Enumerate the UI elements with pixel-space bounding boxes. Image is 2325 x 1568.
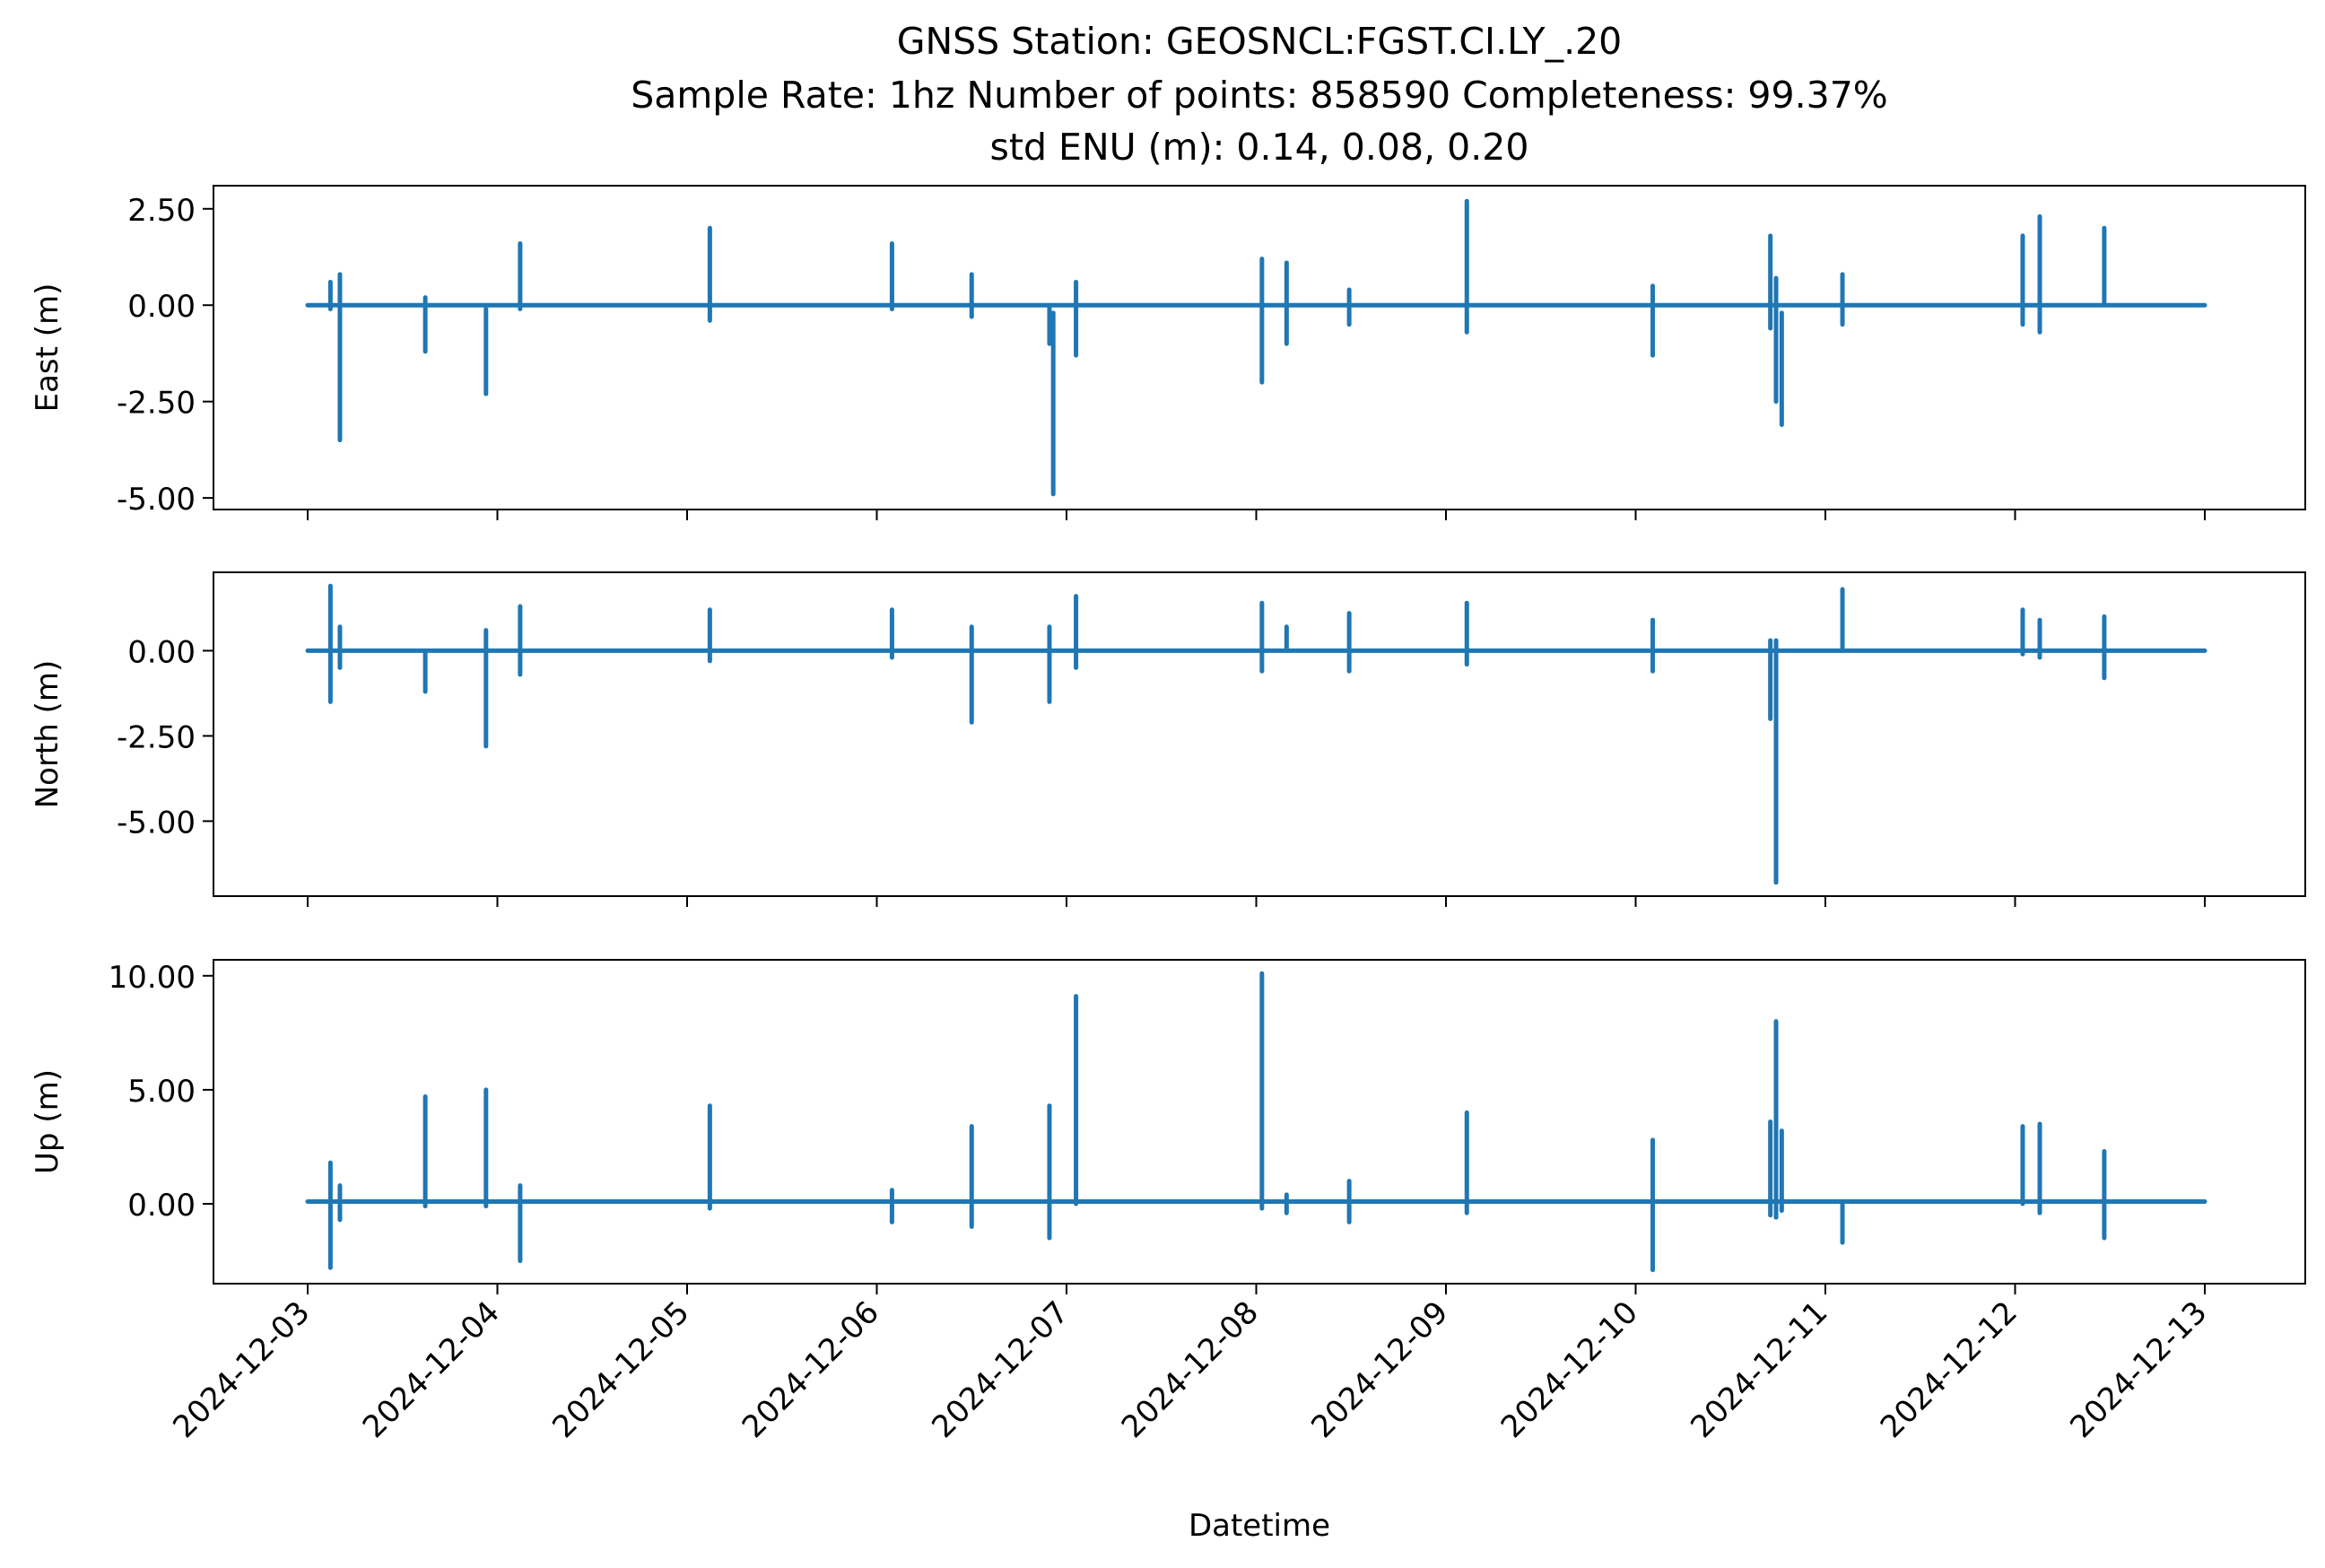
x-tick-label-3: 2024-12-06 bbox=[736, 1294, 886, 1445]
chart-title-line-2: Sample Rate: 1hz Number of points: 85859… bbox=[631, 74, 1888, 117]
y-tick-label-1-2: -5.00 bbox=[117, 805, 196, 841]
chart-title-line-1: GNSS Station: GEOSNCL:FGST.CI.LY_.20 bbox=[896, 20, 1623, 63]
x-tick-label-0: 2024-12-03 bbox=[166, 1294, 317, 1445]
y-axis-label-1: North (m) bbox=[30, 660, 65, 809]
x-tick-label-7: 2024-12-10 bbox=[1494, 1294, 1645, 1445]
x-tick-label-10: 2024-12-13 bbox=[2063, 1294, 2214, 1445]
panel-frame-1 bbox=[213, 571, 2306, 897]
x-tick-label-6: 2024-12-09 bbox=[1304, 1294, 1455, 1445]
x-axis-label: Datetime bbox=[1189, 1508, 1330, 1544]
y-tick-label-1-1: -2.50 bbox=[117, 719, 196, 755]
y-tick-label-0-2: -2.50 bbox=[117, 386, 196, 422]
y-axis-label-2: Up (m) bbox=[30, 1069, 65, 1174]
x-tick-label-5: 2024-12-08 bbox=[1115, 1294, 1266, 1445]
x-tick-label-2: 2024-12-05 bbox=[545, 1294, 696, 1445]
y-tick-label-0-1: 0.00 bbox=[127, 289, 196, 325]
panel-frame-0 bbox=[213, 185, 2306, 510]
chart-title-line-3: std ENU (m): 0.14, 0.08, 0.20 bbox=[989, 126, 1529, 169]
y-axis-label-0: East (m) bbox=[30, 283, 65, 413]
y-tick-label-1-0: 0.00 bbox=[127, 634, 196, 670]
x-tick-label-8: 2024-12-11 bbox=[1684, 1294, 1834, 1445]
y-tick-label-2-1: 5.00 bbox=[127, 1074, 196, 1110]
y-tick-label-0-3: -5.00 bbox=[117, 482, 196, 518]
panel-frame-2 bbox=[213, 959, 2306, 1285]
y-tick-label-2-0: 10.00 bbox=[109, 960, 196, 996]
x-tick-label-4: 2024-12-07 bbox=[925, 1294, 1075, 1445]
x-tick-label-1: 2024-12-04 bbox=[356, 1294, 507, 1445]
y-tick-label-0-0: 2.50 bbox=[127, 193, 196, 229]
y-tick-label-2-2: 0.00 bbox=[127, 1188, 196, 1224]
x-tick-label-9: 2024-12-12 bbox=[1874, 1294, 2025, 1445]
